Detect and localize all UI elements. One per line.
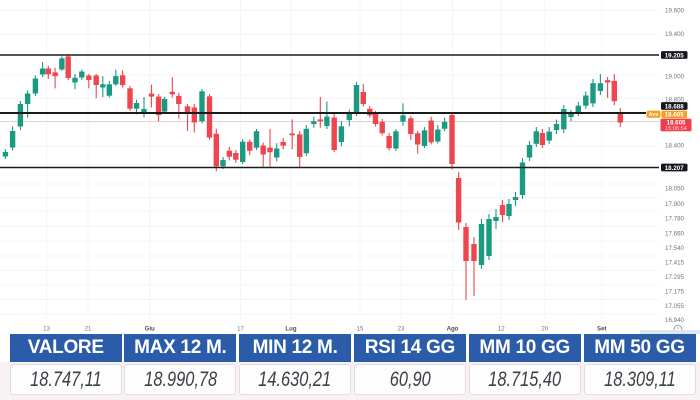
- svg-text:Set: Set: [597, 326, 606, 333]
- svg-text:15:06:54: 15:06:54: [665, 126, 687, 132]
- svg-text:18.207: 18.207: [665, 165, 684, 172]
- svg-text:18.605: 18.605: [665, 112, 684, 119]
- svg-text:18.605: 18.605: [667, 119, 686, 126]
- svg-text:17.900: 17.900: [665, 201, 684, 208]
- svg-text:17.780: 17.780: [665, 216, 684, 223]
- svg-text:12: 12: [498, 326, 505, 333]
- svg-text:18.800: 18.800: [665, 96, 684, 103]
- svg-text:17.415: 17.415: [665, 260, 684, 267]
- svg-text:17.055: 17.055: [665, 303, 684, 310]
- svg-text:16.940: 16.940: [665, 317, 684, 324]
- svg-text:19.000: 19.000: [665, 74, 684, 81]
- svg-text:19.600: 19.600: [665, 8, 684, 15]
- svg-text:Giu: Giu: [145, 326, 155, 333]
- svg-text:18.400: 18.400: [665, 142, 684, 149]
- svg-text:17: 17: [237, 326, 244, 333]
- svg-text:18.688: 18.688: [665, 103, 684, 110]
- svg-text:17.660: 17.660: [665, 230, 684, 237]
- svg-text:13: 13: [43, 326, 50, 333]
- svg-text:17.540: 17.540: [665, 245, 684, 252]
- svg-text:17.175: 17.175: [665, 288, 684, 295]
- svg-text:21: 21: [85, 326, 92, 333]
- svg-text:23: 23: [398, 326, 405, 333]
- svg-text:19.205: 19.205: [665, 52, 684, 59]
- svg-text:15: 15: [357, 326, 364, 333]
- svg-text:17.295: 17.295: [665, 274, 684, 281]
- svg-text:Ago: Ago: [447, 326, 459, 333]
- svg-text:20: 20: [541, 326, 548, 333]
- svg-text:18.050: 18.050: [665, 186, 684, 193]
- svg-text:19.400: 19.400: [665, 31, 684, 38]
- svg-text:Avv: Avv: [649, 112, 659, 118]
- svg-text:Lug: Lug: [285, 326, 296, 333]
